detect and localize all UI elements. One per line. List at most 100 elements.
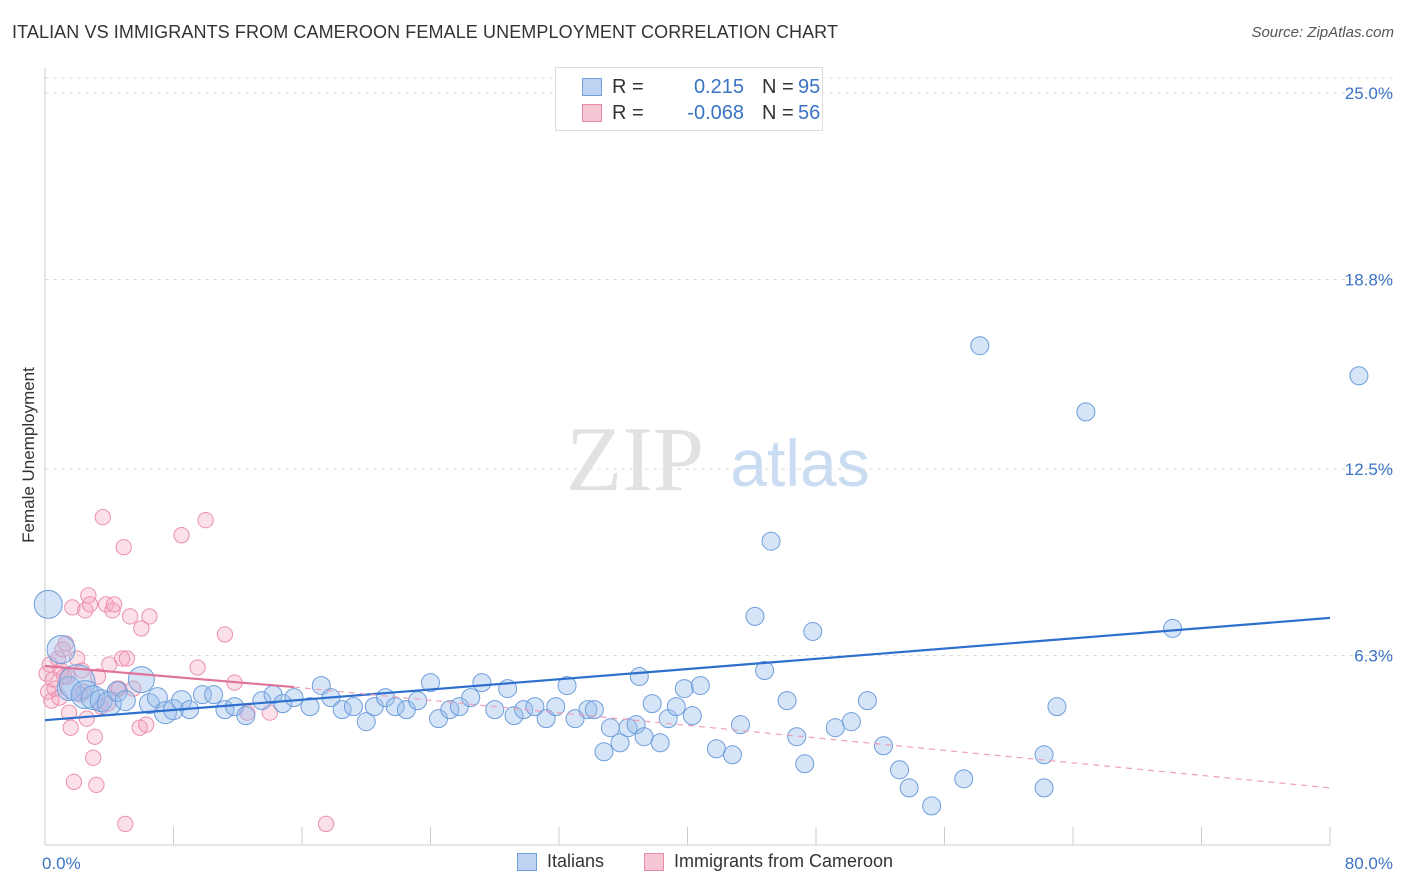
data-point-italian bbox=[33, 589, 63, 619]
data-point-cameroon bbox=[65, 773, 83, 790]
data-point-cameroon bbox=[141, 608, 158, 625]
data-point-cameroon bbox=[115, 539, 132, 556]
data-point-italian bbox=[1047, 697, 1067, 717]
data-point-italian bbox=[841, 712, 861, 732]
grid-lines bbox=[45, 77, 1393, 657]
data-point-cameroon bbox=[86, 728, 103, 745]
data-point-cameroon bbox=[78, 710, 95, 727]
y-tick-label: 6.3% bbox=[1354, 647, 1393, 666]
data-point-italian bbox=[421, 673, 440, 693]
data-point-italian bbox=[343, 697, 363, 717]
data-point-cameroon bbox=[197, 512, 214, 529]
data-point-italian bbox=[803, 621, 823, 641]
legend-label-cameroon: Immigrants from Cameroon bbox=[674, 851, 894, 871]
data-point-italian bbox=[1076, 402, 1096, 422]
data-point-cameroon bbox=[64, 599, 81, 616]
data-point-cameroon bbox=[62, 719, 79, 736]
italian-points bbox=[33, 336, 1369, 816]
data-point-italian bbox=[127, 666, 155, 694]
data-point-italian bbox=[192, 685, 212, 705]
data-point-cameroon bbox=[173, 527, 190, 544]
trend-line-cameroon-extension bbox=[293, 686, 1331, 789]
trend-line-cameroon bbox=[44, 664, 295, 689]
data-point-cameroon bbox=[317, 815, 335, 833]
data-point-cameroon bbox=[105, 596, 123, 613]
data-point-cameroon bbox=[117, 815, 134, 833]
n-value: 56 bbox=[798, 101, 821, 124]
y-tick-label: 25.0% bbox=[1345, 84, 1393, 103]
data-point-italian bbox=[745, 606, 765, 626]
n-value: 95 bbox=[798, 75, 821, 98]
trend-lines bbox=[44, 616, 1331, 789]
data-point-italian bbox=[825, 718, 845, 738]
data-point-italian bbox=[857, 691, 877, 711]
data-point-italian bbox=[114, 690, 136, 712]
data-point-cameroon bbox=[113, 650, 131, 667]
data-point-cameroon bbox=[81, 596, 99, 613]
data-point-italian bbox=[80, 685, 106, 711]
data-point-italian bbox=[106, 681, 128, 703]
data-point-italian bbox=[1349, 366, 1369, 386]
legend-item-cameroon[interactable]: Immigrants from Cameroon bbox=[644, 851, 893, 872]
data-point-italian bbox=[731, 715, 751, 735]
data-point-italian bbox=[666, 697, 686, 717]
data-point-italian bbox=[504, 706, 524, 726]
data-point-italian bbox=[970, 336, 990, 356]
data-point-italian bbox=[46, 634, 76, 664]
legend-row-italians: R = 0.215 N = 95 bbox=[582, 75, 820, 99]
data-point-italian bbox=[682, 706, 702, 726]
data-point-italian bbox=[755, 661, 775, 681]
data-point-cameroon bbox=[133, 620, 150, 637]
trend-line-italians bbox=[44, 616, 1331, 722]
data-point-italian bbox=[954, 769, 974, 789]
data-point-cameroon bbox=[68, 650, 86, 667]
source-label: Source: ZipAtlas.com bbox=[1251, 24, 1394, 41]
data-point-italian bbox=[777, 691, 797, 711]
r-label: R = bbox=[612, 101, 644, 124]
data-point-italian bbox=[642, 694, 662, 714]
data-point-italian bbox=[153, 701, 177, 725]
data-point-cameroon bbox=[85, 749, 102, 766]
data-point-italian bbox=[300, 697, 320, 717]
data-point-italian bbox=[204, 685, 224, 705]
data-point-italian bbox=[385, 697, 405, 717]
data-point-italian bbox=[236, 706, 256, 726]
legend-item-italians[interactable]: Italians bbox=[517, 851, 604, 872]
data-point-italian bbox=[795, 754, 815, 774]
legend-swatch-italians bbox=[517, 852, 537, 871]
data-point-italian bbox=[356, 712, 376, 732]
data-point-italian bbox=[1163, 618, 1183, 638]
data-point-italian bbox=[787, 727, 807, 747]
chart-title: ITALIAN VS IMMIGRANTS FROM CAMEROON FEMA… bbox=[12, 22, 839, 42]
data-point-cameroon bbox=[104, 602, 121, 619]
data-point-italian bbox=[761, 531, 781, 551]
data-point-italian bbox=[408, 691, 428, 711]
data-point-italian bbox=[706, 739, 726, 759]
data-point-cameroon bbox=[138, 716, 155, 733]
data-point-cameroon bbox=[189, 659, 206, 676]
watermark: ZIP atlas bbox=[566, 408, 870, 510]
data-point-italian bbox=[332, 700, 352, 720]
watermark-atlas: atlas bbox=[730, 426, 869, 500]
data-point-cameroon bbox=[88, 776, 105, 793]
x-tick-label: 0.0% bbox=[42, 854, 81, 873]
axes bbox=[44, 68, 1331, 846]
x-tick-label: 80.0% bbox=[1345, 854, 1393, 873]
y-tick-label: 18.8% bbox=[1345, 271, 1393, 290]
r-value: 0.215 bbox=[693, 75, 744, 98]
data-point-italian bbox=[899, 778, 919, 798]
correlation-legend: R = 0.215 N = 95 R = -0.068 N = 56 bbox=[555, 67, 823, 131]
data-point-cameroon bbox=[216, 626, 234, 643]
r-label: R = bbox=[612, 75, 644, 98]
data-point-cameroon bbox=[94, 508, 111, 526]
data-point-italian bbox=[461, 688, 481, 708]
watermark-zip: ZIP bbox=[566, 408, 704, 510]
data-point-italian bbox=[722, 745, 742, 765]
series-legend: Italians Immigrants from Cameroon bbox=[0, 851, 1406, 879]
data-point-italian bbox=[514, 700, 534, 720]
data-point-italian bbox=[873, 736, 893, 756]
legend-row-cameroon: R = -0.068 N = 56 bbox=[582, 101, 820, 125]
legend-label-italians: Italians bbox=[547, 851, 605, 871]
legend-swatch-italians bbox=[582, 78, 602, 96]
data-point-italian bbox=[610, 733, 630, 753]
